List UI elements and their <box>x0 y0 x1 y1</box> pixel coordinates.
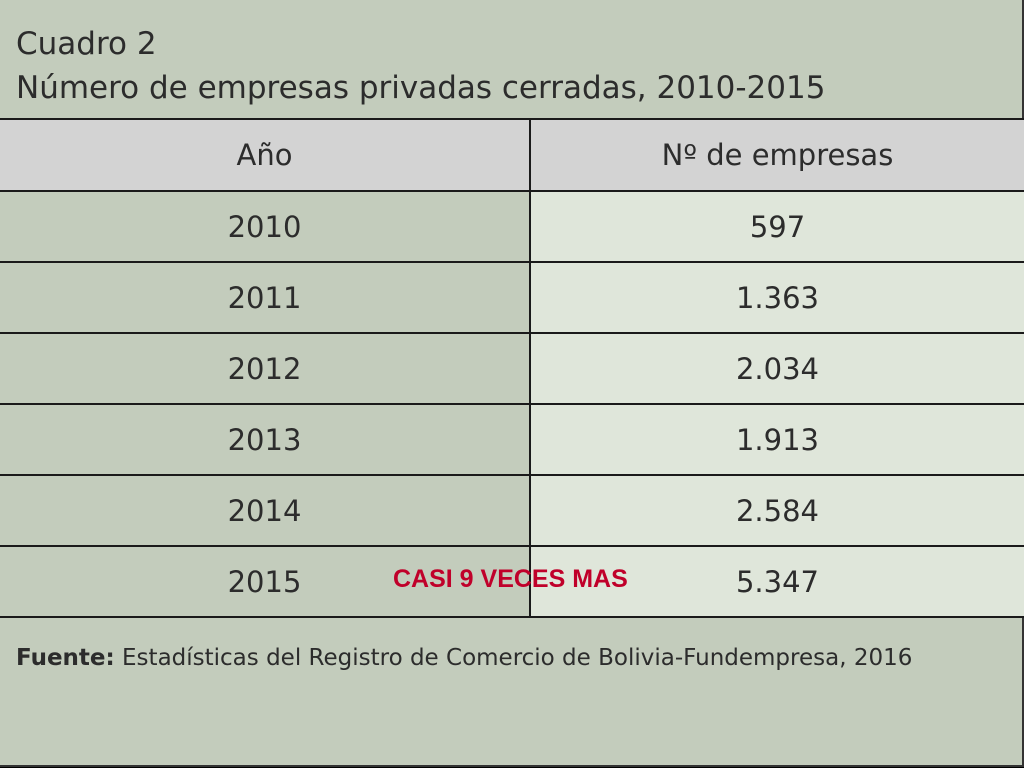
count-cell: 2.034 <box>529 332 1024 405</box>
table-row: 2011 1.363 <box>0 261 1024 334</box>
data-table: Año Nº de empresas 2010 597 2011 1.363 2… <box>0 118 1024 618</box>
table-row: 2010 597 <box>0 190 1024 263</box>
count-cell: 2.584 <box>529 474 1024 547</box>
caption-number: Cuadro 2 <box>16 26 157 62</box>
source-label: Fuente: <box>16 645 115 671</box>
year-cell: 2011 <box>0 261 531 334</box>
year-cell: 2010 <box>0 190 531 263</box>
table-header-row: Año Nº de empresas <box>0 118 1024 192</box>
count-cell: 1.913 <box>529 403 1024 476</box>
count-cell: 5.347 <box>529 545 1024 618</box>
header-count: Nº de empresas <box>529 118 1024 192</box>
table-row: 2013 1.913 <box>0 403 1024 476</box>
source-note: Fuente: Estadísticas del Registro de Com… <box>16 641 1006 675</box>
count-cell: 597 <box>529 190 1024 263</box>
year-cell: 2015 <box>0 545 531 618</box>
table-row: 2012 2.034 <box>0 332 1024 405</box>
caption-title: Número de empresas privadas cerradas, 20… <box>16 70 826 106</box>
table-row: 2014 2.584 <box>0 474 1024 547</box>
annotation-text: CASI 9 VECES MAS <box>393 565 628 593</box>
header-year: Año <box>0 118 531 192</box>
count-cell: 1.363 <box>529 261 1024 334</box>
source-text: Estadísticas del Registro de Comercio de… <box>114 645 913 671</box>
table-row: 2015 5.347 <box>0 545 1024 618</box>
year-cell: 2012 <box>0 332 531 405</box>
table-caption: Cuadro 2 Número de empresas privadas cer… <box>16 22 825 110</box>
year-cell: 2014 <box>0 474 531 547</box>
year-cell: 2013 <box>0 403 531 476</box>
